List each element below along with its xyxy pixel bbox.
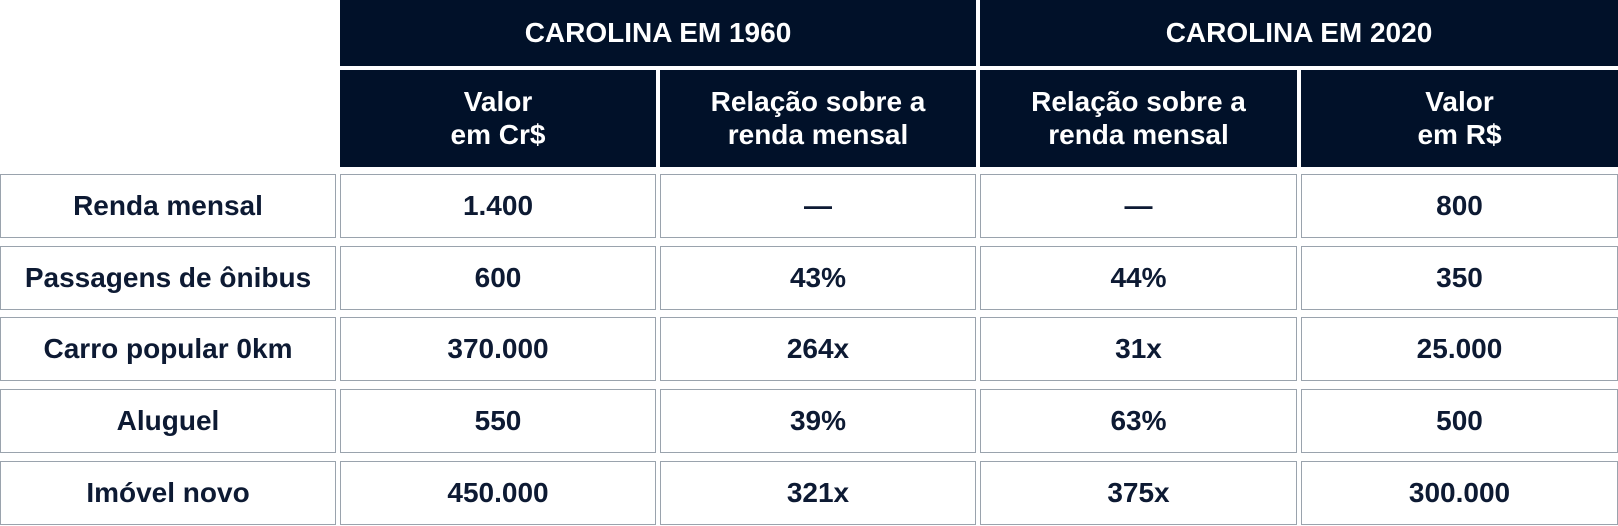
table-cell: 350 xyxy=(1301,246,1618,310)
table-cell: 500 xyxy=(1301,389,1618,453)
row-label: Carro popular 0km xyxy=(0,317,336,381)
table-cell: 264x xyxy=(660,317,976,381)
column-header: Valor em Cr$ xyxy=(340,70,656,167)
row-label: Renda mensal xyxy=(0,174,336,238)
table-cell: 800 xyxy=(1301,174,1618,238)
row-label: Imóvel novo xyxy=(0,461,336,525)
table-cell: 44% xyxy=(980,246,1297,310)
table-cell: 550 xyxy=(340,389,656,453)
table-cell: 1.400 xyxy=(340,174,656,238)
table-cell: 63% xyxy=(980,389,1297,453)
table-cell: 321x xyxy=(660,461,976,525)
table-cell: 43% xyxy=(660,246,976,310)
table-cell: 370.000 xyxy=(340,317,656,381)
column-header: Valor em R$ xyxy=(1301,70,1618,167)
table-cell: — xyxy=(980,174,1297,238)
table-cell: 300.000 xyxy=(1301,461,1618,525)
group-header: CAROLINA EM 2020 xyxy=(980,0,1618,66)
table-cell: 31x xyxy=(980,317,1297,381)
table-cell: 375x xyxy=(980,461,1297,525)
row-label: Aluguel xyxy=(0,389,336,453)
row-label: Passagens de ônibus xyxy=(0,246,336,310)
table-cell: 600 xyxy=(340,246,656,310)
column-header: Relação sobre a renda mensal xyxy=(660,70,976,167)
table-cell: 25.000 xyxy=(1301,317,1618,381)
column-header: Relação sobre a renda mensal xyxy=(980,70,1297,167)
table-cell: 450.000 xyxy=(340,461,656,525)
table-cell: — xyxy=(660,174,976,238)
table-cell: 39% xyxy=(660,389,976,453)
group-header: CAROLINA EM 1960 xyxy=(340,0,976,66)
